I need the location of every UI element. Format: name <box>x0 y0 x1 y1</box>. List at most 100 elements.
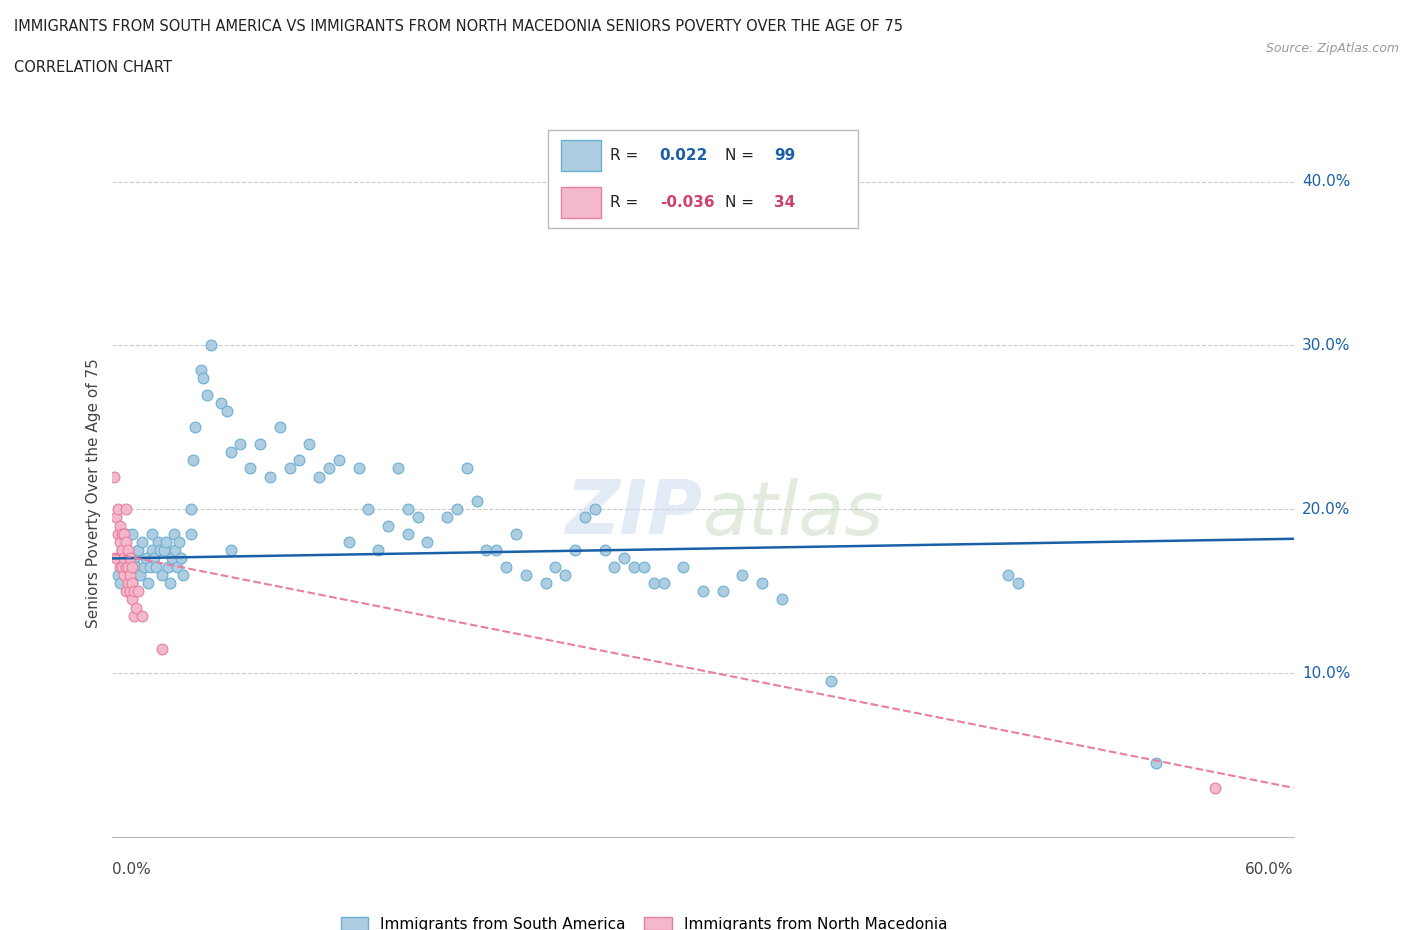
Point <box>406 510 429 525</box>
Point <box>613 551 636 565</box>
Point <box>751 576 773 591</box>
Point <box>169 535 191 550</box>
Text: 0.0%: 0.0% <box>112 862 152 877</box>
Point <box>156 559 179 574</box>
Point <box>711 584 734 599</box>
Point <box>1144 756 1167 771</box>
Point <box>485 543 508 558</box>
Point <box>731 567 754 582</box>
Point <box>122 584 145 599</box>
Point <box>652 576 675 591</box>
Point <box>105 551 128 565</box>
Point <box>115 502 138 517</box>
Point <box>515 567 537 582</box>
Point <box>122 608 145 623</box>
Point <box>115 535 138 550</box>
Point <box>150 567 173 582</box>
Point <box>180 526 202 541</box>
Point <box>112 526 135 541</box>
Point <box>121 576 143 591</box>
FancyBboxPatch shape <box>561 187 600 219</box>
Point <box>574 510 596 525</box>
Point <box>111 543 134 558</box>
Point <box>160 551 183 565</box>
Text: R =: R = <box>610 195 644 210</box>
Point <box>298 436 321 451</box>
Point <box>195 387 218 402</box>
Point <box>115 584 138 599</box>
Point <box>107 526 129 541</box>
Point <box>633 559 655 574</box>
Point <box>396 526 419 541</box>
Point <box>396 502 419 517</box>
Point <box>328 453 350 468</box>
Point <box>111 559 134 574</box>
Point <box>367 543 389 558</box>
Point <box>150 641 173 656</box>
Text: 60.0%: 60.0% <box>1246 862 1294 877</box>
Point <box>436 510 458 525</box>
Point <box>112 567 135 582</box>
Point <box>544 559 567 574</box>
Point <box>110 518 132 533</box>
Point <box>692 584 714 599</box>
Text: -0.036: -0.036 <box>659 195 714 210</box>
Point <box>623 559 645 574</box>
Point <box>131 608 153 623</box>
Point <box>495 559 517 574</box>
Point <box>564 543 586 558</box>
Point <box>165 543 187 558</box>
Text: Source: ZipAtlas.com: Source: ZipAtlas.com <box>1265 42 1399 55</box>
Point <box>269 420 291 435</box>
Text: 0.022: 0.022 <box>659 148 709 163</box>
Point <box>139 559 162 574</box>
Point <box>229 436 252 451</box>
Point <box>103 469 125 484</box>
Point <box>475 543 498 558</box>
Point <box>135 551 157 565</box>
Point <box>180 502 202 517</box>
Point <box>120 567 142 582</box>
Point <box>136 576 159 591</box>
Point <box>121 559 143 574</box>
Point <box>184 420 207 435</box>
Point <box>387 461 409 476</box>
Point <box>115 526 138 541</box>
Y-axis label: Seniors Poverty Over the Age of 75: Seniors Poverty Over the Age of 75 <box>86 358 101 628</box>
Point <box>219 445 242 459</box>
Point <box>131 535 153 550</box>
Point <box>142 551 165 565</box>
Point <box>125 559 148 574</box>
Point <box>121 576 143 591</box>
Point <box>115 559 138 574</box>
Text: CORRELATION CHART: CORRELATION CHART <box>14 60 172 75</box>
Point <box>120 551 142 565</box>
Point <box>141 543 163 558</box>
Point <box>121 526 143 541</box>
Point <box>110 576 132 591</box>
Point <box>181 453 204 468</box>
FancyBboxPatch shape <box>561 140 600 171</box>
Point <box>190 363 212 378</box>
Point <box>159 576 181 591</box>
Point <box>149 543 172 558</box>
Point <box>278 461 301 476</box>
Point <box>145 559 167 574</box>
FancyBboxPatch shape <box>548 130 858 228</box>
Point <box>122 551 145 565</box>
Point <box>357 502 380 517</box>
Point <box>249 436 271 451</box>
Point <box>170 551 193 565</box>
Point <box>121 592 143 607</box>
Point <box>110 535 132 550</box>
Point <box>337 535 360 550</box>
Point <box>127 543 149 558</box>
Point <box>105 510 128 525</box>
Point <box>152 543 174 558</box>
Point <box>446 502 468 517</box>
Point <box>643 576 665 591</box>
Point <box>162 526 184 541</box>
Point <box>146 535 169 550</box>
Point <box>456 461 478 476</box>
Point <box>465 494 488 509</box>
